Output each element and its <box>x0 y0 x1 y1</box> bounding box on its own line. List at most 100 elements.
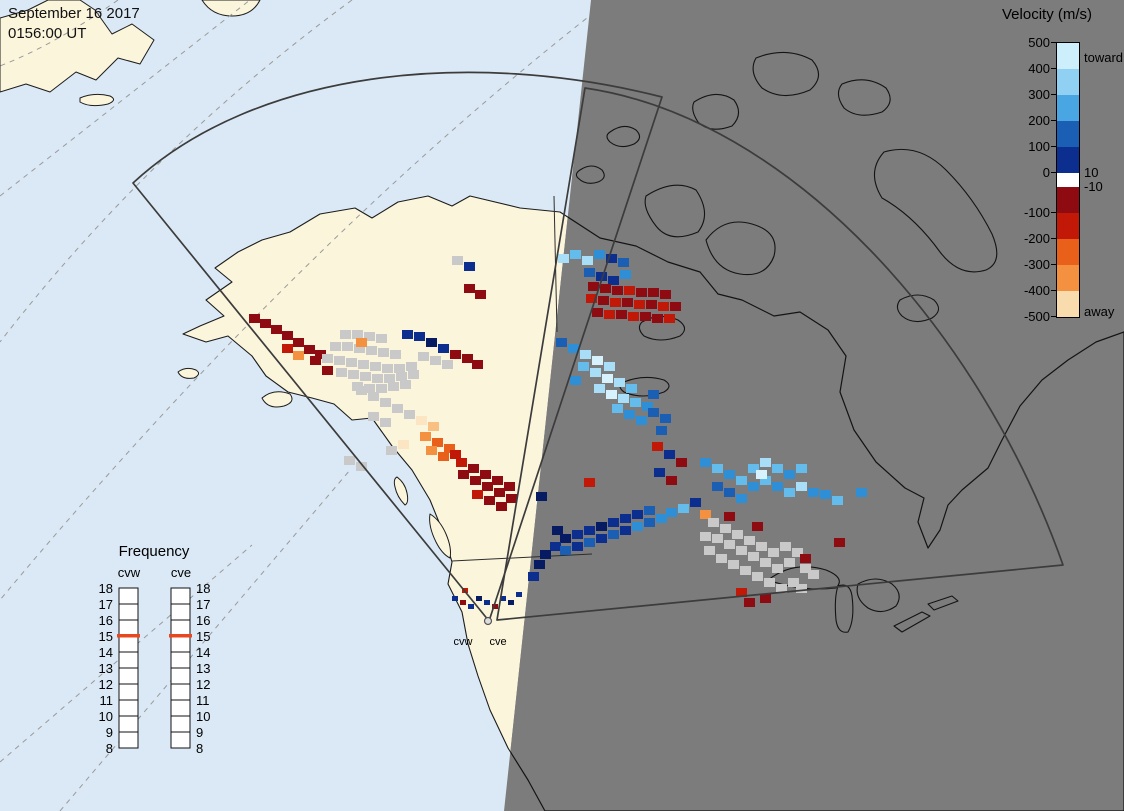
frequency-scale-box <box>118 635 139 653</box>
velocity-cell <box>398 440 409 449</box>
frequency-tick-label: 9 <box>106 725 113 740</box>
velocity-cell <box>648 408 659 417</box>
velocity-cell <box>720 524 731 533</box>
velocity-cell <box>386 446 397 455</box>
velocity-cell <box>344 456 355 465</box>
toward-label: toward <box>1084 50 1124 65</box>
velocity-cell <box>508 600 514 605</box>
velocity-cell <box>550 542 561 551</box>
velocity-cell <box>376 384 387 393</box>
frequency-marker <box>169 634 192 638</box>
velocity-cell <box>764 578 775 587</box>
velocity-cell <box>578 362 589 371</box>
velocity-cell <box>452 256 463 265</box>
frequency-scale-box <box>118 603 139 621</box>
velocity-cell <box>348 370 359 379</box>
lake-erie <box>893 611 931 633</box>
colorbar-band <box>1057 95 1079 121</box>
velocity-cell <box>404 410 415 419</box>
velocity-cell <box>364 332 375 341</box>
velocity-cell <box>492 604 498 609</box>
velocity-cell <box>376 334 387 343</box>
velocity-cell <box>620 270 631 279</box>
arctic-island-1 <box>692 93 740 130</box>
velocity-cell <box>416 416 427 425</box>
colorbar-tick-mark <box>1051 212 1056 213</box>
colorbar-tick-label: -300 <box>1023 257 1050 272</box>
velocity-cell <box>460 600 466 605</box>
velocity-cell <box>656 426 667 435</box>
velocity-cell <box>322 354 333 363</box>
velocity-cell <box>406 362 417 371</box>
cvw-fov-outline <box>132 71 663 622</box>
velocity-cell <box>752 572 763 581</box>
velocity-cell <box>450 450 461 459</box>
velocity-cell <box>552 526 563 535</box>
velocity-cells <box>249 250 867 609</box>
velocity-cell <box>796 584 807 593</box>
velocity-cell <box>426 446 437 455</box>
frequency-scale-box <box>118 667 139 685</box>
colorbar-tick-mark <box>1051 42 1056 43</box>
frequency-scale-box <box>170 619 191 637</box>
velocity-colorbar <box>1056 42 1080 318</box>
velocity-cell <box>452 596 458 601</box>
velocity-cell <box>598 296 609 305</box>
colorbar-tick-mark <box>1051 316 1056 317</box>
frequency-scale-box <box>170 699 191 717</box>
radar-fov-outlines <box>132 71 1064 622</box>
velocity-cell <box>670 302 681 311</box>
velocity-cell <box>570 376 581 385</box>
colorbar-tick-mark <box>1051 290 1056 291</box>
velocity-cell <box>580 350 591 359</box>
velocity-cell <box>482 482 493 491</box>
colorbar-tick-label: -100 <box>1023 205 1050 220</box>
velocity-cell <box>560 534 571 543</box>
velocity-cell <box>430 356 441 365</box>
frequency-tick-label: 16 <box>196 613 210 628</box>
velocity-cell <box>604 310 615 319</box>
velocity-cell <box>366 346 377 355</box>
velocity-cell <box>604 362 615 371</box>
velocity-cell <box>616 310 627 319</box>
frequency-column-header-cve: cve <box>171 565 191 580</box>
colorbar-band <box>1057 69 1079 95</box>
velocity-cell <box>614 378 625 387</box>
velocity-cell <box>556 338 567 347</box>
velocity-cell <box>594 250 605 259</box>
velocity-cell <box>586 294 597 303</box>
velocity-cell <box>356 462 367 471</box>
velocity-cell <box>356 338 367 347</box>
velocity-cell <box>712 464 723 473</box>
colorbar-tick-label: 0 <box>1042 165 1050 180</box>
velocity-cell <box>752 522 763 531</box>
minus-ten-tick: -10 <box>1084 179 1103 194</box>
velocity-cell <box>644 506 655 515</box>
velocity-cell <box>724 512 735 521</box>
velocity-cell <box>800 564 811 573</box>
velocity-cell <box>632 522 643 531</box>
velocity-cell <box>468 464 479 473</box>
velocity-cell <box>632 510 643 519</box>
frequency-legend-title: Frequency <box>119 543 190 560</box>
velocity-cell <box>370 362 381 371</box>
frequency-tick-label: 11 <box>100 693 114 708</box>
velocity-cell <box>736 476 747 485</box>
velocity-cell <box>400 380 411 389</box>
velocity-cell <box>414 332 425 341</box>
velocity-cell <box>378 348 389 357</box>
velocity-cell <box>658 302 669 311</box>
velocity-cell <box>776 584 787 593</box>
velocity-cell <box>644 518 655 527</box>
colorbar-tick-label: -200 <box>1023 231 1050 246</box>
frequency-tick-label: 15 <box>99 629 113 644</box>
velocity-cell <box>396 372 407 381</box>
frequency-legend: Frequency cvw cve 1817161514131211109818… <box>99 543 211 756</box>
kodiak-island <box>261 391 293 408</box>
colorbar-tick-label: 100 <box>1028 139 1050 154</box>
velocity-cell <box>792 548 803 557</box>
velocity-cell <box>608 518 619 527</box>
frequency-scale-box <box>170 635 191 653</box>
velocity-cell <box>676 458 687 467</box>
